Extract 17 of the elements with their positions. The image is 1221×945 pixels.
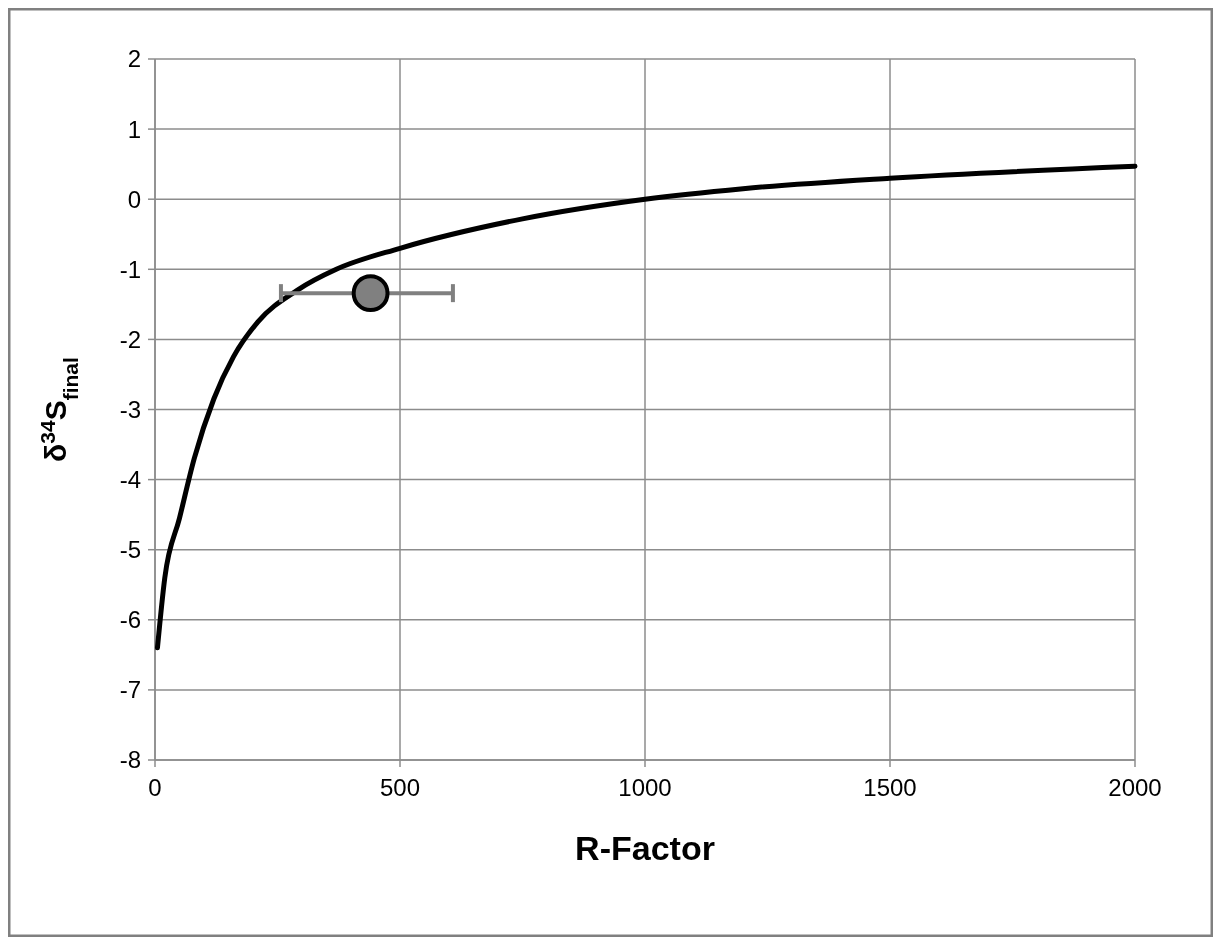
y-tick-label: -5 [119, 536, 141, 564]
x-tick-label: 2000 [1108, 774, 1162, 801]
y-tick-label: -1 [119, 255, 141, 283]
y-tick-label: -3 [119, 395, 141, 423]
y-tick-label: -4 [119, 466, 141, 493]
x-tick-label: 500 [379, 774, 421, 801]
y-tick-label: -7 [119, 676, 141, 704]
y-tick-label: 0 [127, 185, 141, 213]
y-tick-label: -8 [119, 746, 141, 774]
x-tick-label: 1500 [863, 774, 917, 801]
y-tick-label: -2 [119, 325, 141, 353]
x-tick-label: 0 [148, 774, 162, 801]
y-tick-label: -6 [119, 606, 141, 634]
y-tick-label: 1 [127, 115, 141, 143]
y-tick-label: 2 [127, 45, 141, 73]
x-axis-title: R-Factor [575, 829, 715, 867]
x-tick-label: 1000 [618, 774, 672, 801]
